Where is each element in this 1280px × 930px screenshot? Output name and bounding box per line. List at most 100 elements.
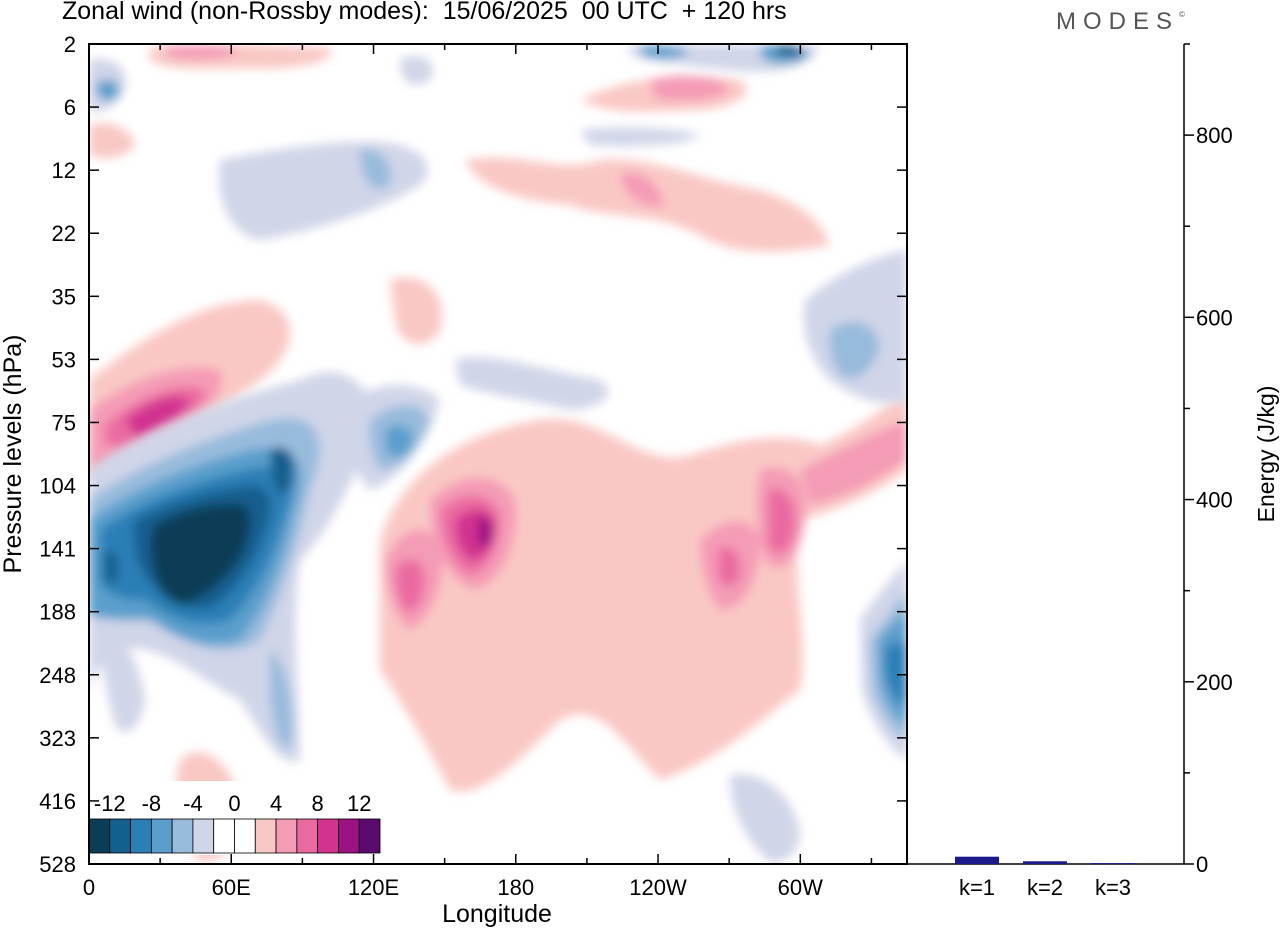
contour-region [390, 277, 442, 344]
energy-tick-label: 400 [1196, 488, 1233, 513]
colorbar-label: -8 [142, 791, 162, 816]
contour-region [718, 547, 741, 587]
colorbar-label: 4 [270, 791, 282, 816]
colorbar-swatches [87, 781, 384, 855]
modes-logo: MODES© [1056, 8, 1185, 35]
y-tick-label: 141 [39, 537, 76, 562]
energy-tick-label: 600 [1196, 305, 1233, 330]
colorbar-swatch [171, 818, 194, 854]
y-axis-ticks: 2 6 12 22 35 53 75 104 141 188 248 323 416 528 [39, 32, 907, 877]
contour-region [104, 551, 119, 585]
y-tick-label: 248 [39, 663, 76, 688]
contour-region [95, 79, 119, 101]
energy-bars [955, 856, 1135, 865]
contour-region [395, 559, 425, 611]
y-tick-label: 12 [52, 158, 76, 183]
negative-anomalies [89, 44, 907, 862]
x-tick-label: 60E [212, 875, 251, 900]
x-tick-label: 180 [497, 875, 534, 900]
contour-region [640, 45, 690, 59]
contour-region [150, 503, 251, 605]
y-tick-label: 104 [39, 474, 76, 499]
colorbar-swatch [358, 818, 381, 854]
contour-region [775, 45, 805, 57]
y-tick-label: 528 [39, 852, 76, 877]
contour-region [768, 489, 796, 554]
colorbar-label: -12 [94, 791, 126, 816]
y-tick-label: 6 [64, 95, 76, 120]
colorbar-swatch [317, 818, 339, 854]
y-tick-label: 35 [52, 284, 76, 309]
contour-region [165, 44, 240, 60]
contour-region [620, 172, 665, 207]
colorbar-swatch [130, 818, 152, 854]
contour-region [829, 321, 880, 379]
colorbar-swatch [234, 818, 256, 854]
wavenumber-labels: k=1 k=2 k=3 [959, 875, 1131, 900]
y-tick-label: 53 [52, 347, 76, 372]
energy-bar [1091, 863, 1135, 865]
contour-region [650, 75, 730, 101]
contour-region [800, 420, 907, 505]
energy-bar [955, 856, 999, 864]
energy-bar-axes: k=1 k=2 k=3 0 200 400 600 800 Energy (J/kg) [907, 43, 1279, 900]
colorbar-swatch [192, 818, 215, 854]
colorbar-labels: -12 -8 -4 0 4 8 12 [94, 791, 372, 816]
energy-axis-label: Energy (J/kg) [1253, 386, 1279, 523]
colorbar-swatch [213, 818, 235, 854]
colorbar-swatch [254, 818, 277, 854]
contour-region [580, 127, 700, 147]
colorbar-legend: -12 -8 -4 0 4 8 12 [87, 781, 384, 855]
colorbar-label: 0 [228, 791, 240, 816]
contour-region [360, 149, 391, 189]
y-tick-label: 188 [39, 600, 76, 625]
contour-region [380, 395, 907, 792]
colorbar-label: -4 [183, 791, 203, 816]
contour-region [89, 123, 135, 158]
wavenumber-label: k=3 [1095, 875, 1131, 900]
y-tick-label: 75 [52, 410, 76, 435]
y-tick-label: 2 [64, 32, 76, 57]
y-tick-label: 323 [39, 726, 76, 751]
energy-bar [1023, 861, 1067, 864]
energy-tick-label: 800 [1196, 123, 1233, 148]
colorbar-swatch [338, 818, 360, 854]
wavenumber-label: k=2 [1027, 875, 1063, 900]
colorbar-swatch [109, 818, 131, 854]
y-axis-label: Pressure levels (hPa) [0, 335, 27, 574]
y-tick-label: 22 [52, 221, 76, 246]
energy-tick-label: 200 [1196, 670, 1233, 695]
colorbar-swatch [296, 818, 319, 854]
contour-region [270, 650, 293, 748]
chart-title: Zonal wind (non-Rossby modes): 15/06/202… [62, 0, 787, 25]
contour-region [400, 56, 433, 85]
plot-frame [88, 43, 908, 865]
x-axis-label: Longitude [442, 900, 552, 928]
contour-region [219, 141, 428, 240]
energy-tick-label: 0 [1196, 852, 1208, 877]
colorbar-swatch [275, 818, 298, 854]
colorbar-swatch [150, 818, 173, 854]
colorbar-swatch [88, 818, 111, 854]
colorbar-label: 8 [312, 791, 324, 816]
contour-region [455, 357, 609, 410]
contour-region [385, 425, 413, 457]
contour-region [270, 447, 294, 494]
x-tick-label: 60W [778, 875, 823, 900]
x-tick-label: 120E [348, 875, 399, 900]
contour-region [730, 774, 800, 862]
x-tick-label: 0 [83, 875, 95, 900]
wavenumber-label: k=1 [959, 875, 995, 900]
positive-anomalies [89, 44, 907, 862]
x-axis-ticks: 0 60E 120E 180 120W 60W [83, 44, 873, 900]
x-tick-label: 120W [629, 875, 687, 900]
energy-axis-ticks: 0 200 400 600 800 [1184, 43, 1233, 877]
contour-field [89, 44, 907, 862]
heatmap-axes: 0 60E 120E 180 120W 60W 2 6 12 22 35 53 75 104 141 188… [0, 32, 908, 928]
contour-region [100, 620, 145, 732]
contour-region [478, 517, 493, 548]
y-tick-label: 416 [39, 789, 76, 814]
colorbar-label: 12 [347, 791, 371, 816]
contour-region [125, 396, 190, 438]
